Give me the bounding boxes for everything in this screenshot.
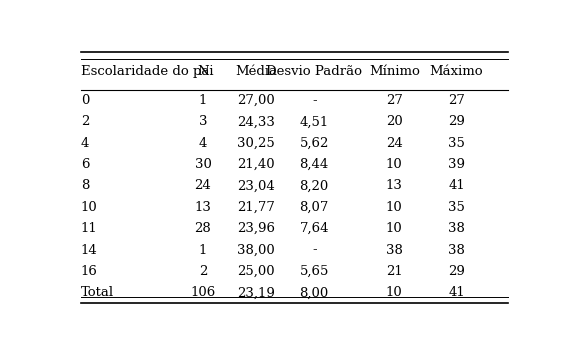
Text: 38,00: 38,00 (238, 244, 276, 256)
Text: 8,20: 8,20 (300, 179, 329, 193)
Text: 7,64: 7,64 (300, 222, 329, 235)
Text: 21,77: 21,77 (238, 201, 276, 214)
Text: 23,19: 23,19 (238, 286, 276, 299)
Text: Média: Média (235, 65, 277, 77)
Text: 8: 8 (80, 179, 89, 193)
Text: 10: 10 (386, 222, 402, 235)
Text: 25,00: 25,00 (238, 265, 275, 278)
Text: 10: 10 (80, 201, 98, 214)
Text: 35: 35 (448, 137, 465, 150)
Text: 24: 24 (386, 137, 402, 150)
Text: 4: 4 (199, 137, 207, 150)
Text: 8,44: 8,44 (300, 158, 329, 171)
Text: 106: 106 (191, 286, 216, 299)
Text: 2: 2 (199, 265, 207, 278)
Text: 3: 3 (199, 115, 207, 128)
Text: 24: 24 (195, 179, 211, 193)
Text: 29: 29 (448, 115, 465, 128)
Text: 21,40: 21,40 (238, 158, 275, 171)
Text: 5,62: 5,62 (300, 137, 329, 150)
Text: 38: 38 (386, 244, 403, 256)
Text: 35: 35 (448, 201, 465, 214)
Text: 27: 27 (448, 94, 465, 107)
Text: 24,33: 24,33 (238, 115, 276, 128)
Text: 41: 41 (448, 286, 465, 299)
Text: 30,25: 30,25 (238, 137, 276, 150)
Text: 10: 10 (386, 158, 402, 171)
Text: 4: 4 (80, 137, 89, 150)
Text: 11: 11 (80, 222, 98, 235)
Text: -: - (312, 94, 316, 107)
Text: Total: Total (80, 286, 114, 299)
Text: 6: 6 (80, 158, 89, 171)
Text: 23,96: 23,96 (238, 222, 276, 235)
Text: 10: 10 (386, 201, 402, 214)
Text: 2: 2 (80, 115, 89, 128)
Text: 1: 1 (199, 244, 207, 256)
Text: N: N (197, 65, 209, 77)
Text: 28: 28 (195, 222, 211, 235)
Text: Escolaridade do pai: Escolaridade do pai (80, 65, 213, 77)
Text: 10: 10 (386, 286, 402, 299)
Text: 14: 14 (80, 244, 98, 256)
Text: 39: 39 (448, 158, 465, 171)
Text: 16: 16 (80, 265, 98, 278)
Text: 38: 38 (448, 222, 465, 235)
Text: 13: 13 (195, 201, 211, 214)
Text: 13: 13 (386, 179, 403, 193)
Text: -: - (312, 244, 316, 256)
Text: Mínimo: Mínimo (369, 65, 420, 77)
Text: 5,65: 5,65 (300, 265, 329, 278)
Text: 8,00: 8,00 (300, 286, 329, 299)
Text: 27: 27 (386, 94, 403, 107)
Text: 38: 38 (448, 244, 465, 256)
Text: 27,00: 27,00 (238, 94, 276, 107)
Text: 20: 20 (386, 115, 402, 128)
Text: 23,04: 23,04 (238, 179, 276, 193)
Text: 8,07: 8,07 (300, 201, 329, 214)
Text: Desvio Padrão: Desvio Padrão (266, 65, 362, 77)
Text: 21: 21 (386, 265, 402, 278)
Text: 41: 41 (448, 179, 465, 193)
Text: 4,51: 4,51 (300, 115, 329, 128)
Text: 0: 0 (80, 94, 89, 107)
Text: 1: 1 (199, 94, 207, 107)
Text: 30: 30 (195, 158, 211, 171)
Text: 29: 29 (448, 265, 465, 278)
Text: Máximo: Máximo (430, 65, 483, 77)
